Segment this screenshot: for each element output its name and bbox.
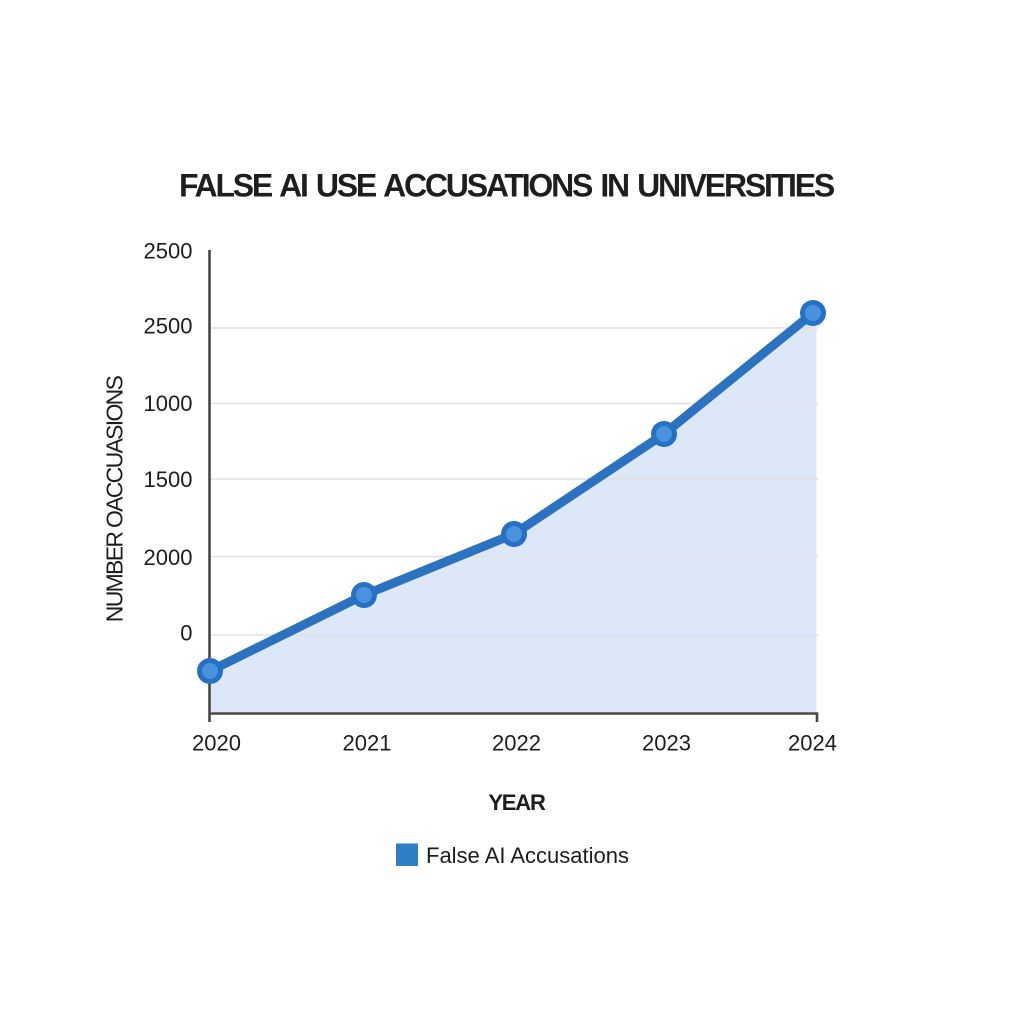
svg-text:2024: 2024 — [788, 731, 837, 756]
svg-text:0: 0 — [180, 621, 192, 646]
svg-text:FALSE AI USE ACCUSATIONS IN UN: FALSE AI USE ACCUSATIONS IN UNIVERSITIES — [179, 168, 835, 204]
svg-text:2020: 2020 — [192, 731, 241, 756]
svg-text:NUMBER OACCUASIONS: NUMBER OACCUASIONS — [102, 375, 128, 622]
svg-text:2021: 2021 — [343, 731, 392, 756]
svg-text:1000: 1000 — [144, 391, 193, 416]
svg-text:YEAR: YEAR — [488, 790, 546, 815]
svg-text:2000: 2000 — [144, 545, 193, 570]
svg-text:False AI Accusations: False AI Accusations — [426, 843, 629, 868]
svg-text:1500: 1500 — [144, 467, 193, 492]
svg-text:2022: 2022 — [492, 731, 541, 756]
svg-text:2500: 2500 — [144, 239, 193, 264]
svg-text:2500: 2500 — [144, 314, 193, 339]
svg-text:2023: 2023 — [642, 731, 691, 756]
